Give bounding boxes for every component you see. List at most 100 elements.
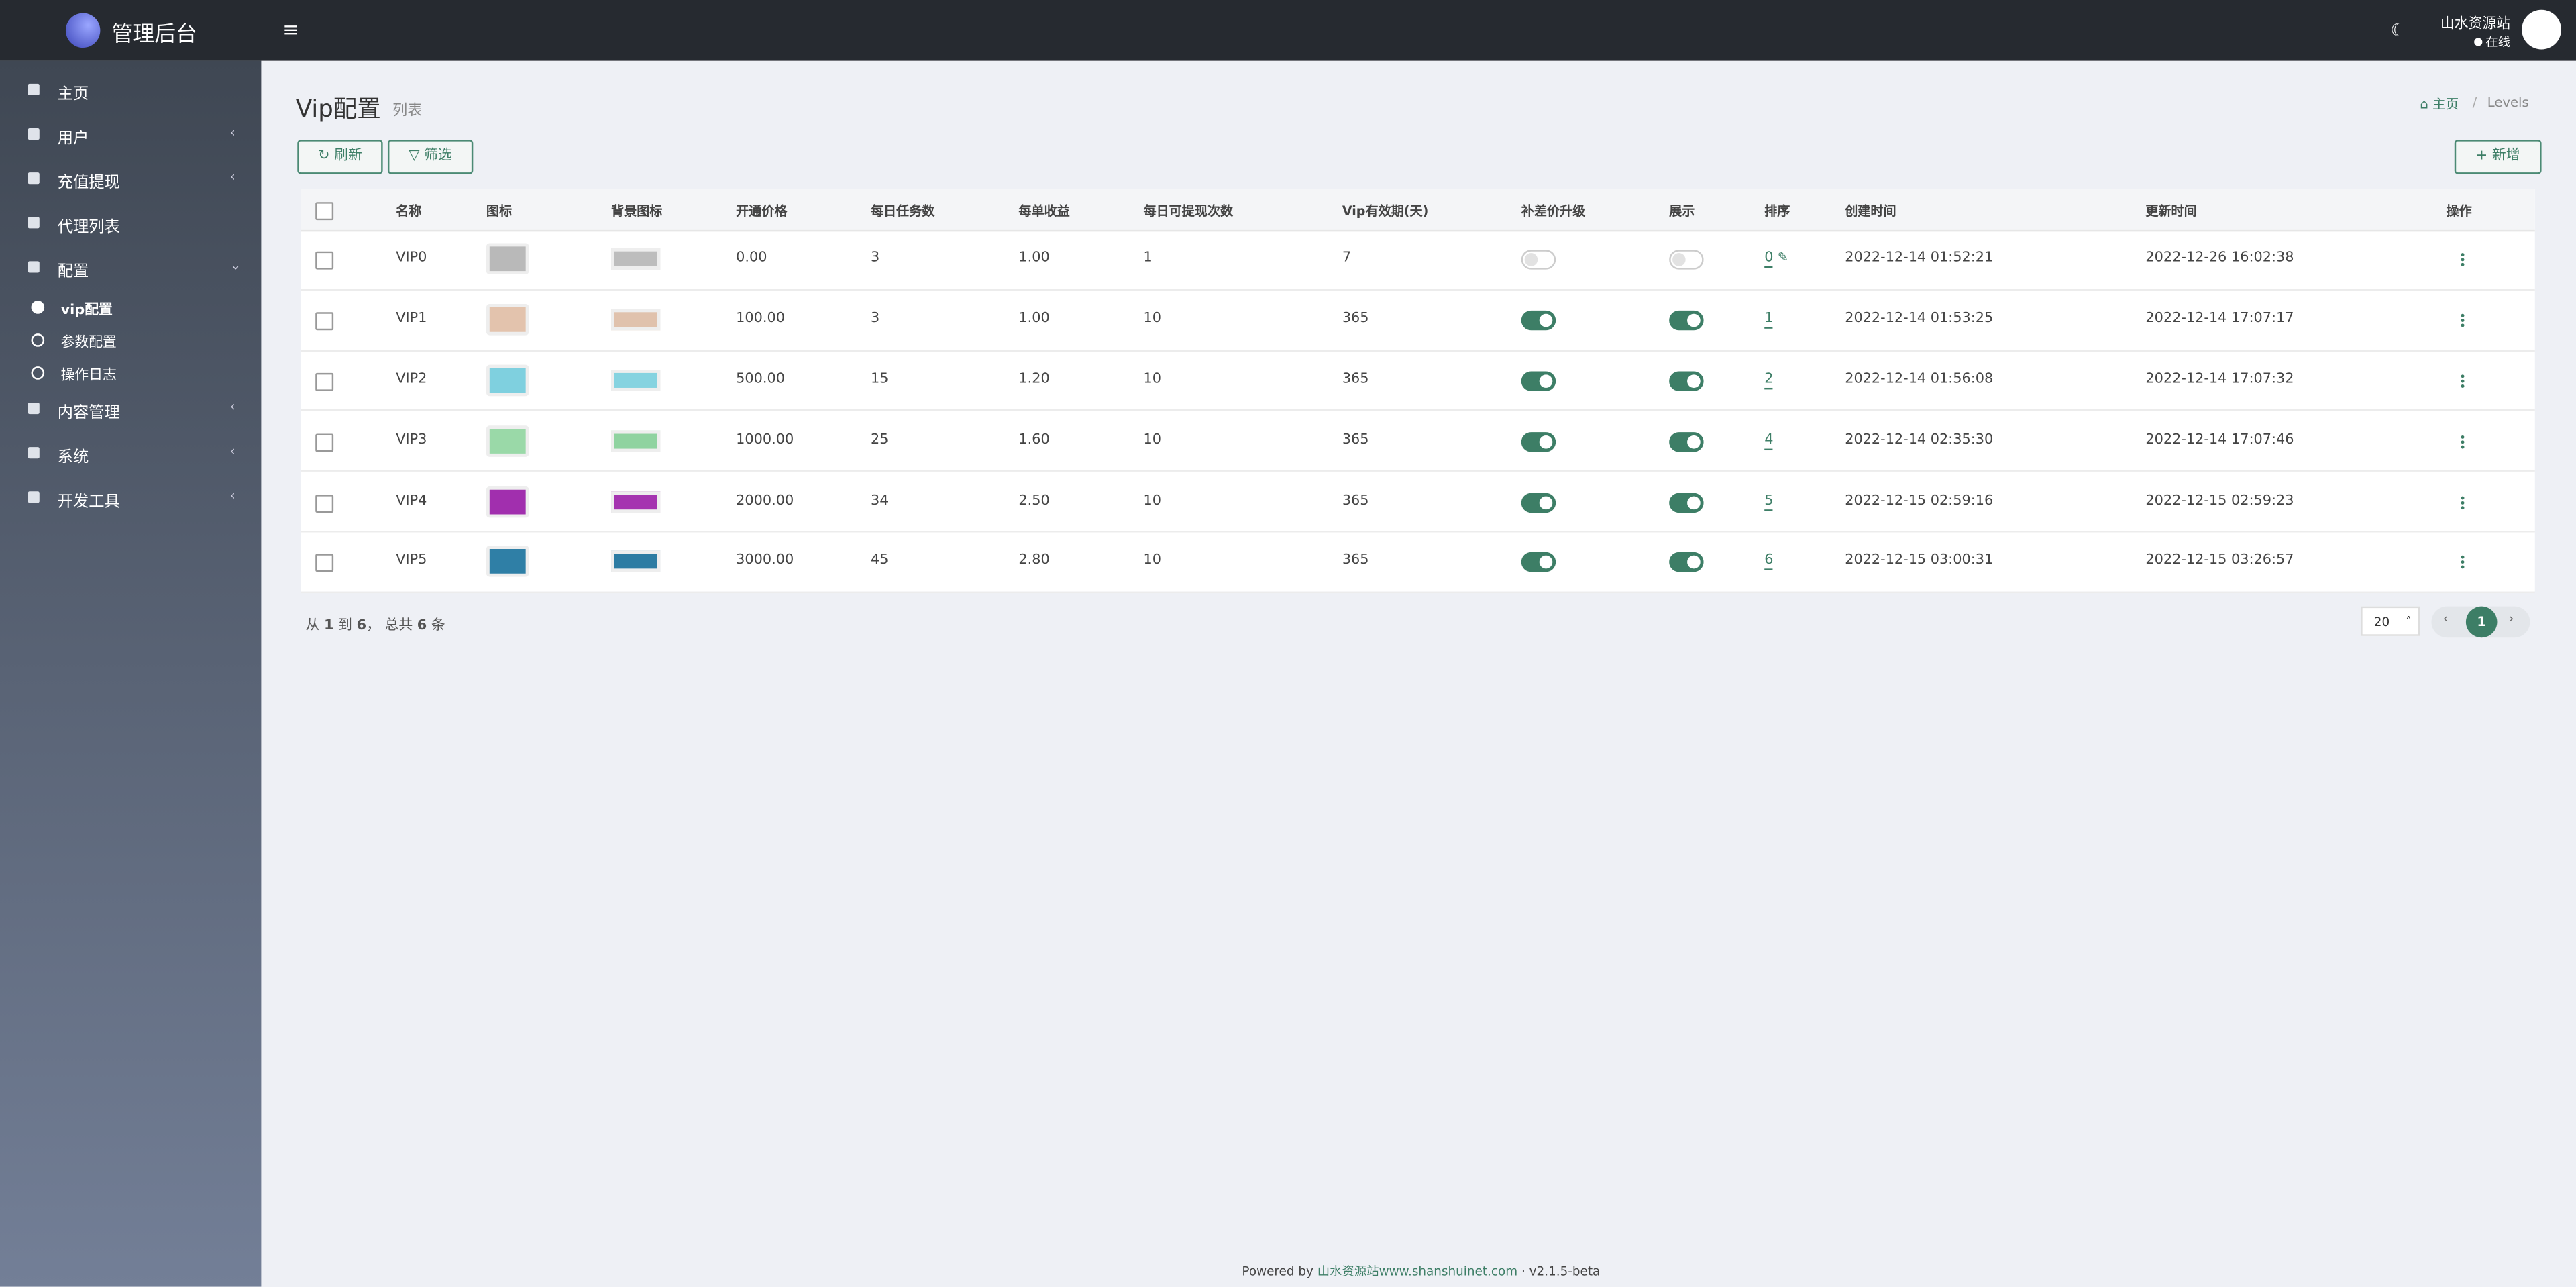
menu-item[interactable]: 主页	[57, 85, 89, 104]
dot	[2461, 500, 2465, 504]
checkbox[interactable]	[315, 312, 334, 331]
dot	[2461, 384, 2465, 388]
row-actions[interactable]	[2461, 254, 2466, 268]
sort-link[interactable]: 0	[1764, 250, 1774, 269]
checkbox[interactable]	[315, 202, 334, 221]
checkbox[interactable]	[315, 433, 334, 452]
toggle-show[interactable]	[1669, 492, 1704, 513]
cell-updated: 2022-12-14 17:07:46	[2145, 431, 2294, 449]
toggle-knob	[1687, 374, 1701, 388]
theme-toggle[interactable]: ☾	[2390, 19, 2407, 42]
icon-image	[486, 485, 529, 517]
menu-item[interactable]: 代理列表	[57, 218, 120, 237]
toggle-upgrade[interactable]	[1521, 492, 1556, 513]
menu-item[interactable]: 开发工具	[57, 493, 120, 511]
t: 条	[431, 617, 445, 635]
column-header: 更新时间	[2145, 203, 2197, 219]
submenu-icon	[31, 333, 45, 347]
row-divider	[301, 470, 2535, 472]
column-header: Vip有效期(天)	[1342, 203, 1429, 219]
next-page[interactable]: ›	[2508, 611, 2514, 627]
row-actions[interactable]	[2461, 495, 2466, 511]
toggle-show[interactable]	[1669, 250, 1704, 270]
checkbox[interactable]	[315, 252, 334, 270]
cell-created: 2022-12-14 01:56:08	[1845, 371, 1994, 388]
user-info[interactable]: 山水资源站 在线	[2440, 13, 2510, 51]
menu-item[interactable]: 充值提现	[57, 174, 120, 193]
page-size-select[interactable]: 20 ˄	[2361, 606, 2420, 636]
row-divider	[301, 531, 2535, 533]
cell-updated: 2022-12-14 17:07:32	[2145, 371, 2294, 388]
row-actions[interactable]	[2461, 556, 2466, 571]
menu-toggle[interactable]: ≡	[282, 17, 299, 42]
bg-image	[611, 430, 661, 452]
page-size: 20	[2373, 614, 2390, 629]
submenu-item[interactable]: 操作日志	[60, 368, 117, 385]
logo	[65, 13, 101, 48]
menu-item[interactable]: 配置	[57, 262, 89, 281]
t: ， 总共	[366, 617, 413, 635]
column-header: 排序	[1764, 203, 1790, 219]
row-actions[interactable]	[2461, 314, 2466, 329]
column-header: 每日可提现次数	[1143, 203, 1234, 219]
breadcrumb-home[interactable]: ⌂ 主页	[2420, 97, 2459, 112]
breadcrumb-sep: /	[2472, 95, 2477, 111]
menu-item[interactable]: 用户	[57, 130, 89, 148]
dot	[2461, 258, 2465, 262]
menu-item[interactable]: 系统	[57, 448, 89, 467]
toggle-upgrade[interactable]	[1521, 552, 1556, 573]
checkbox[interactable]	[315, 494, 334, 513]
t: v2.1.5-beta	[1529, 1264, 1601, 1279]
toggle-show[interactable]	[1669, 431, 1704, 452]
row-divider	[301, 349, 2535, 352]
refresh-button[interactable]: ↻ 刷新	[297, 140, 383, 174]
t: 6	[417, 617, 427, 635]
dot	[2461, 561, 2465, 564]
row-actions[interactable]	[2461, 435, 2466, 450]
toggle-upgrade[interactable]	[1521, 431, 1556, 452]
cell-tasks: 3	[870, 250, 880, 267]
add-button[interactable]: + 新增	[2454, 140, 2542, 174]
row-actions[interactable]	[2461, 374, 2466, 389]
prev-page[interactable]: ‹	[2443, 611, 2449, 627]
toggle-show[interactable]	[1669, 311, 1704, 331]
toggle-show[interactable]	[1669, 552, 1704, 573]
menu-item[interactable]: 内容管理	[57, 404, 120, 423]
current-page[interactable]: 1	[2465, 606, 2498, 638]
sort-link[interactable]: 2	[1764, 371, 1774, 390]
menu-arrow: ‹	[229, 488, 235, 503]
page-title: Vip配置	[295, 97, 381, 123]
menu-icon	[28, 128, 40, 140]
cell-name: VIP2	[396, 371, 427, 388]
cell-earning: 2.50	[1018, 492, 1050, 509]
checkbox[interactable]	[315, 554, 334, 573]
submenu-item[interactable]: vip配置	[60, 302, 113, 319]
cell-price: 3000.00	[736, 552, 794, 570]
breadcrumb-current: Levels	[2487, 95, 2529, 111]
filter-button[interactable]: ▽ 筛选	[387, 140, 474, 174]
cell-tasks: 34	[870, 492, 889, 509]
sort-link[interactable]: 5	[1764, 493, 1774, 511]
sort-link[interactable]: 6	[1764, 553, 1774, 571]
cell-name: VIP3	[396, 431, 427, 449]
toggle-upgrade[interactable]	[1521, 311, 1556, 331]
sort-link[interactable]: 4	[1764, 432, 1774, 450]
submenu-item[interactable]: 参数配置	[60, 335, 117, 352]
toggle-show[interactable]	[1669, 371, 1704, 391]
toggle-upgrade[interactable]	[1521, 371, 1556, 391]
toggle-upgrade[interactable]	[1521, 250, 1556, 270]
cell-created: 2022-12-15 02:59:16	[1845, 492, 1994, 509]
sort-link[interactable]: 1	[1764, 311, 1774, 329]
dot	[2461, 379, 2465, 383]
checkbox[interactable]	[315, 372, 334, 391]
table: 名称 图标 背景图标 开通价格 每日任务数 每单收益 每日可提现次数 Vip有效期(天) 补差价…	[301, 189, 2535, 593]
avatar[interactable]	[2522, 9, 2561, 50]
cell-withdraws: 10	[1143, 492, 1162, 509]
icon-image	[486, 244, 529, 275]
page-subtitle: 列表	[392, 103, 423, 120]
dot	[2461, 566, 2465, 570]
t: Powered by	[1242, 1264, 1313, 1279]
footer-link[interactable]: 山水资源站www.shanshuinet.com	[1317, 1264, 1518, 1279]
cell-withdraws: 10	[1143, 431, 1162, 449]
cell-price: 1000.00	[736, 431, 794, 449]
